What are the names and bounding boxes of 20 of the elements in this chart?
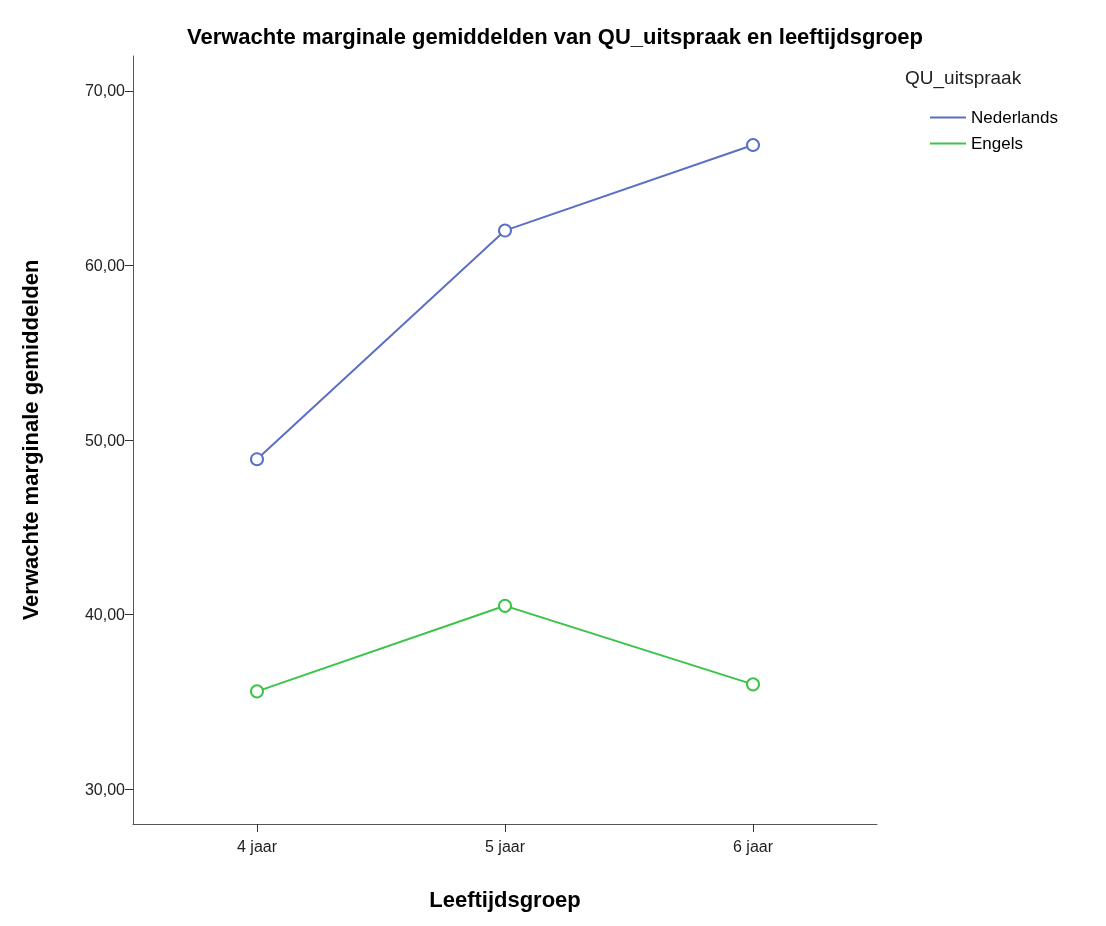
- y-axis-title: Verwachte marginale gemiddelden: [17, 259, 43, 621]
- y-tick-label: 70,00: [84, 82, 126, 100]
- point: [498, 223, 512, 238]
- x-tick-label: 6 jaar: [732, 837, 774, 855]
- point: [746, 138, 760, 153]
- y-tick-label: 40,00: [84, 606, 126, 624]
- x-tick-label: 4 jaar: [236, 837, 278, 855]
- y-tick-label: 50,00: [84, 431, 126, 449]
- point: [746, 677, 760, 692]
- point: [250, 452, 264, 467]
- legend-label: Nederlands: [971, 108, 1058, 127]
- x-tick-label: 5 jaar: [484, 837, 526, 855]
- y-tick-label: 60,00: [84, 256, 126, 274]
- point: [250, 684, 264, 699]
- legend-title: QU_uitspraak: [905, 67, 1022, 89]
- chart-title: Verwachte marginale gemiddelden van QU_uitspraak en leeftijdsgroep: [186, 23, 924, 49]
- x-axis-title: Leeftijdsgroep: [429, 886, 581, 912]
- point: [498, 598, 512, 613]
- legend-label: Engels: [971, 134, 1023, 153]
- y-tick-label: 30,00: [84, 780, 126, 798]
